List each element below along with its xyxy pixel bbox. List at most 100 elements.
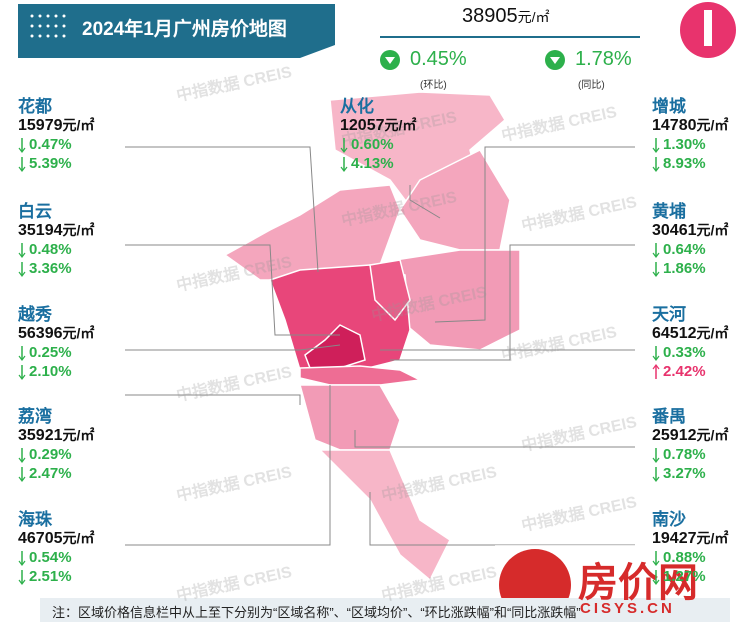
- note: 注：区域价格信息栏中从上至下分别为“区域名称”、“区域均价”、“环比涨跌幅”和“…: [52, 605, 581, 620]
- district: 南沙 19427元/㎡ 0.88% 1.27%: [652, 510, 728, 586]
- overall-price-value: 38905: [462, 5, 518, 27]
- price-unit: 元/㎡: [62, 222, 95, 238]
- overall-mom: 0.45%: [380, 48, 467, 71]
- district-price: 14780元/㎡: [652, 116, 728, 135]
- district-yoy: 1.27%: [652, 567, 728, 586]
- price-value: 12057: [340, 117, 385, 134]
- price-value: 30461: [652, 222, 697, 239]
- mom-value: 0.78%: [663, 446, 706, 463]
- district-yoy: 3.27%: [652, 464, 728, 483]
- district-name: 花都: [18, 97, 52, 116]
- district-name: 增城: [652, 97, 686, 116]
- overall-price-unit: 元/㎡: [517, 9, 550, 25]
- district: 花都 15979元/㎡ 0.47% 5.39%: [18, 97, 94, 173]
- tower-icon-body: [704, 10, 712, 46]
- direction-arrow: [18, 156, 26, 172]
- yoy-value: 2.51%: [29, 568, 72, 585]
- yoy-value: 1.86%: [663, 260, 706, 277]
- price-unit: 元/㎡: [696, 117, 729, 133]
- district-price: 30461元/㎡: [652, 221, 728, 240]
- district: 从化 12057元/㎡ 0.60% 4.13%: [340, 97, 416, 173]
- yoy-value: 2.47%: [29, 465, 72, 482]
- direction-arrow: [340, 156, 348, 172]
- mom-value: 0.29%: [29, 446, 72, 463]
- price-unit: 元/㎡: [696, 222, 729, 238]
- yoy-value: 3.27%: [663, 465, 706, 482]
- map: [223, 91, 521, 582]
- mom-value: 0.33%: [663, 344, 706, 361]
- district-price: 64512元/㎡: [652, 324, 728, 343]
- district-name: 越秀: [18, 305, 52, 324]
- mom-value: 0.64%: [663, 241, 706, 258]
- district-price: 19427元/㎡: [652, 529, 728, 548]
- district-price: 12057元/㎡: [340, 116, 416, 135]
- price-unit: 元/㎡: [696, 325, 729, 341]
- district-yoy: 4.13%: [340, 154, 416, 173]
- district-mom: 0.54%: [18, 548, 94, 567]
- district-yoy: 3.36%: [18, 259, 94, 278]
- district-yoy: 8.93%: [652, 154, 728, 173]
- mom-value: 0.54%: [29, 549, 72, 566]
- district-yoy: 2.10%: [18, 362, 94, 381]
- yoy-value: 2.10%: [29, 363, 72, 380]
- direction-arrow: [18, 137, 26, 153]
- district: 荔湾 35921元/㎡ 0.29% 2.47%: [18, 407, 94, 483]
- district-yoy: 2.51%: [18, 567, 94, 586]
- mom-value: 0.25%: [29, 344, 72, 361]
- district-mom: 0.88%: [652, 548, 728, 567]
- district-price: 46705元/㎡: [18, 529, 94, 548]
- district-mom: 0.60%: [340, 135, 416, 154]
- direction-arrow: [18, 466, 26, 482]
- district-mom: 0.48%: [18, 240, 94, 259]
- overall-mom-label: (环比): [420, 80, 447, 91]
- mom-value: 1.30%: [663, 136, 706, 153]
- district-mom: 0.78%: [652, 445, 728, 464]
- price-value: 19427: [652, 530, 697, 547]
- direction-arrow: [545, 49, 565, 70]
- price-value: 15979: [18, 117, 63, 134]
- district-yoy: 1.86%: [652, 259, 728, 278]
- price-value: 35194: [18, 222, 63, 239]
- direction-arrow: [380, 49, 400, 70]
- mom-value: 0.60%: [351, 136, 394, 153]
- yoy-value: 5.39%: [29, 155, 72, 172]
- direction-arrow: [18, 569, 26, 585]
- note-bg: [40, 598, 730, 622]
- direction-arrow: [18, 550, 26, 566]
- price-value: 64512: [652, 325, 697, 342]
- direction-arrow: [652, 137, 660, 153]
- logo-url: CISYS.CN: [580, 600, 675, 617]
- price-value: 14780: [652, 117, 697, 134]
- overall-yoy-label: (同比): [578, 80, 605, 91]
- overall-mom-value: 0.45%: [410, 48, 467, 70]
- direction-arrow: [18, 447, 26, 463]
- district-name: 荔湾: [18, 407, 52, 426]
- district: 番禺 25912元/㎡ 0.78% 3.27%: [652, 407, 728, 483]
- district: 越秀 56396元/㎡ 0.25% 2.10%: [18, 305, 94, 381]
- mom-value: 0.47%: [29, 136, 72, 153]
- direction-arrow: [652, 345, 660, 361]
- direction-arrow: [340, 137, 348, 153]
- district-mom: 0.25%: [18, 343, 94, 362]
- district-mom: 0.33%: [652, 343, 728, 362]
- district-yoy: 2.47%: [18, 464, 94, 483]
- price-unit: 元/㎡: [384, 117, 417, 133]
- yoy-value: 1.27%: [663, 568, 706, 585]
- direction-arrow: [652, 261, 660, 277]
- district-price: 15979元/㎡: [18, 116, 94, 135]
- title: 2024年1月广州房价地图: [82, 19, 287, 40]
- price-unit: 元/㎡: [62, 427, 95, 443]
- district-yoy: 5.39%: [18, 154, 94, 173]
- price-unit: 元/㎡: [62, 325, 95, 341]
- direction-arrow: [652, 363, 660, 379]
- district-mom: 1.30%: [652, 135, 728, 154]
- price-value: 25912: [652, 427, 697, 444]
- district-name: 番禺: [652, 407, 686, 426]
- district-name: 黄埔: [652, 202, 686, 221]
- district-yoy: 2.42%: [652, 362, 728, 381]
- price-value: 56396: [18, 325, 63, 342]
- direction-arrow: [18, 345, 26, 361]
- yoy-value: 4.13%: [351, 155, 394, 172]
